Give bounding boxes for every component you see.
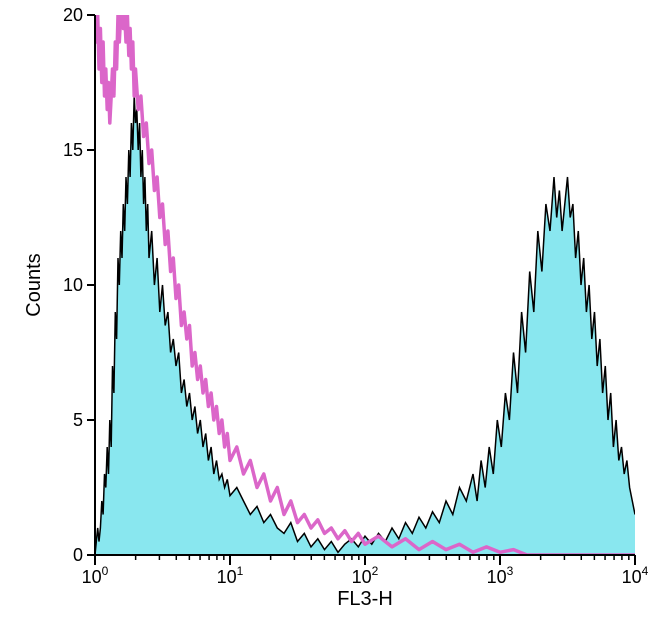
y-axis-label: Counts — [23, 253, 45, 316]
y-tick-label: 0 — [73, 545, 83, 565]
y-tick-label: 10 — [63, 275, 83, 295]
y-tick-label: 5 — [73, 410, 83, 430]
y-tick-label: 20 — [63, 5, 83, 25]
x-axis-label: FL3-H — [337, 588, 393, 610]
y-tick-label: 15 — [63, 140, 83, 160]
flow-cytometry-histogram: 05101520100101102103104CountsFL3-H — [0, 0, 650, 625]
